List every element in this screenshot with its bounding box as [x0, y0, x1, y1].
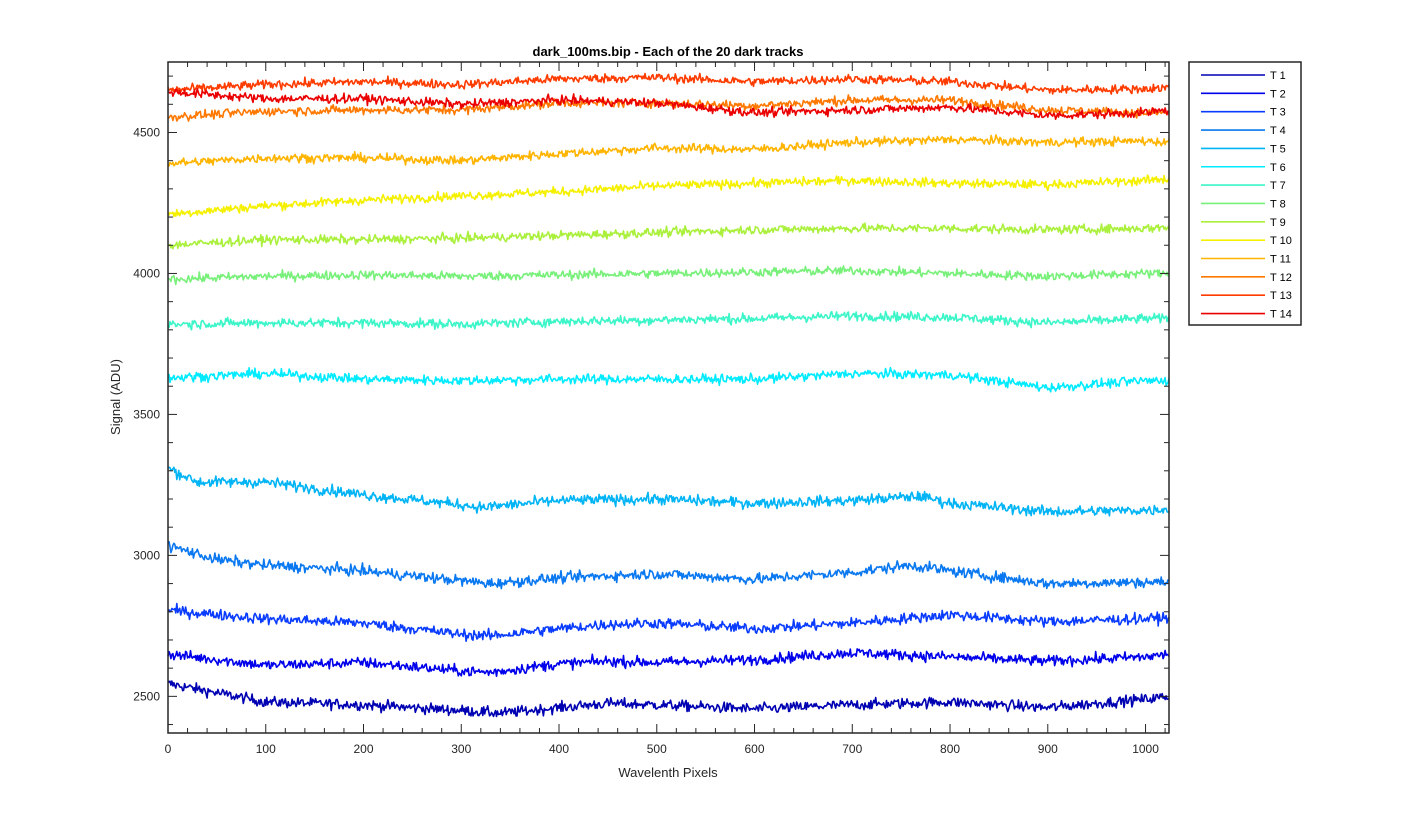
series-line-7	[167, 310, 1170, 331]
series-line-2	[167, 648, 1170, 677]
legend-label-1: T 1	[1270, 70, 1286, 82]
x-tick-label: 400	[549, 742, 569, 756]
legend-label-4: T 4	[1270, 125, 1286, 137]
y-axis-label: Signal (ADU)	[108, 359, 123, 435]
x-tick-label: 200	[353, 742, 373, 756]
x-tick-label: 600	[745, 742, 765, 756]
x-tick-label: 500	[647, 742, 667, 756]
y-tick-label: 4000	[133, 266, 160, 280]
x-tick-label: 0	[165, 742, 172, 756]
series-layer	[167, 72, 1170, 718]
y-tick-label: 2500	[133, 689, 160, 703]
series-line-4	[167, 540, 1170, 590]
legend-label-12: T 12	[1270, 272, 1292, 284]
series-line-13	[167, 72, 1170, 95]
legend-label-9: T 9	[1270, 217, 1286, 229]
legend-label-3: T 3	[1270, 107, 1286, 119]
y-tick-label: 3500	[133, 407, 160, 421]
series-line-5	[167, 466, 1170, 517]
legend-label-14: T 14	[1270, 309, 1292, 321]
series-line-10	[167, 174, 1170, 218]
legend-label-2: T 2	[1270, 88, 1286, 100]
series-line-1	[167, 680, 1170, 718]
legend-box	[1188, 61, 1302, 326]
series-line-12	[167, 94, 1170, 122]
series-line-14	[167, 88, 1170, 120]
x-axis-label: Wavelenth Pixels	[618, 765, 718, 780]
series-line-11	[168, 134, 1170, 167]
legend-label-10: T 10	[1270, 235, 1292, 247]
legend-label-7: T 7	[1270, 180, 1286, 192]
series-line-6	[167, 366, 1170, 393]
chart-title: dark_100ms.bip - Each of the 20 dark tra…	[533, 44, 804, 59]
series-line-3	[167, 602, 1170, 642]
legend-label-13: T 13	[1270, 290, 1292, 302]
legend-label-5: T 5	[1270, 143, 1286, 155]
x-tick-label: 100	[256, 742, 276, 756]
legend: T 1 T 2 T 3 T 4 T 5 T 6 T 7 T 8 T 9 T 10 T 11 T 12 T…	[1188, 61, 1302, 326]
plot-area-background	[168, 62, 1169, 733]
x-tick-label: 700	[842, 742, 862, 756]
series-line-9	[167, 222, 1170, 250]
legend-label-11: T 11	[1270, 254, 1291, 266]
x-tick-label: 800	[940, 742, 960, 756]
y-tick-labels: 2500 3000 3500 4000 4500	[133, 125, 160, 703]
legend-label-6: T 6	[1270, 162, 1286, 174]
series-line-8	[167, 265, 1170, 286]
tick-marks	[167, 62, 1169, 733]
x-tick-label: 900	[1038, 742, 1058, 756]
axes-box	[167, 61, 1170, 734]
x-tick-label: 1000	[1132, 742, 1159, 756]
x-tick-label: 300	[451, 742, 471, 756]
x-tick-labels: 0 100 200 300 400 500 600 700 800 900 1000	[165, 742, 1160, 756]
legend-label-8: T 8	[1270, 198, 1286, 210]
y-tick-label: 4500	[133, 125, 160, 139]
y-tick-label: 3000	[133, 548, 160, 562]
